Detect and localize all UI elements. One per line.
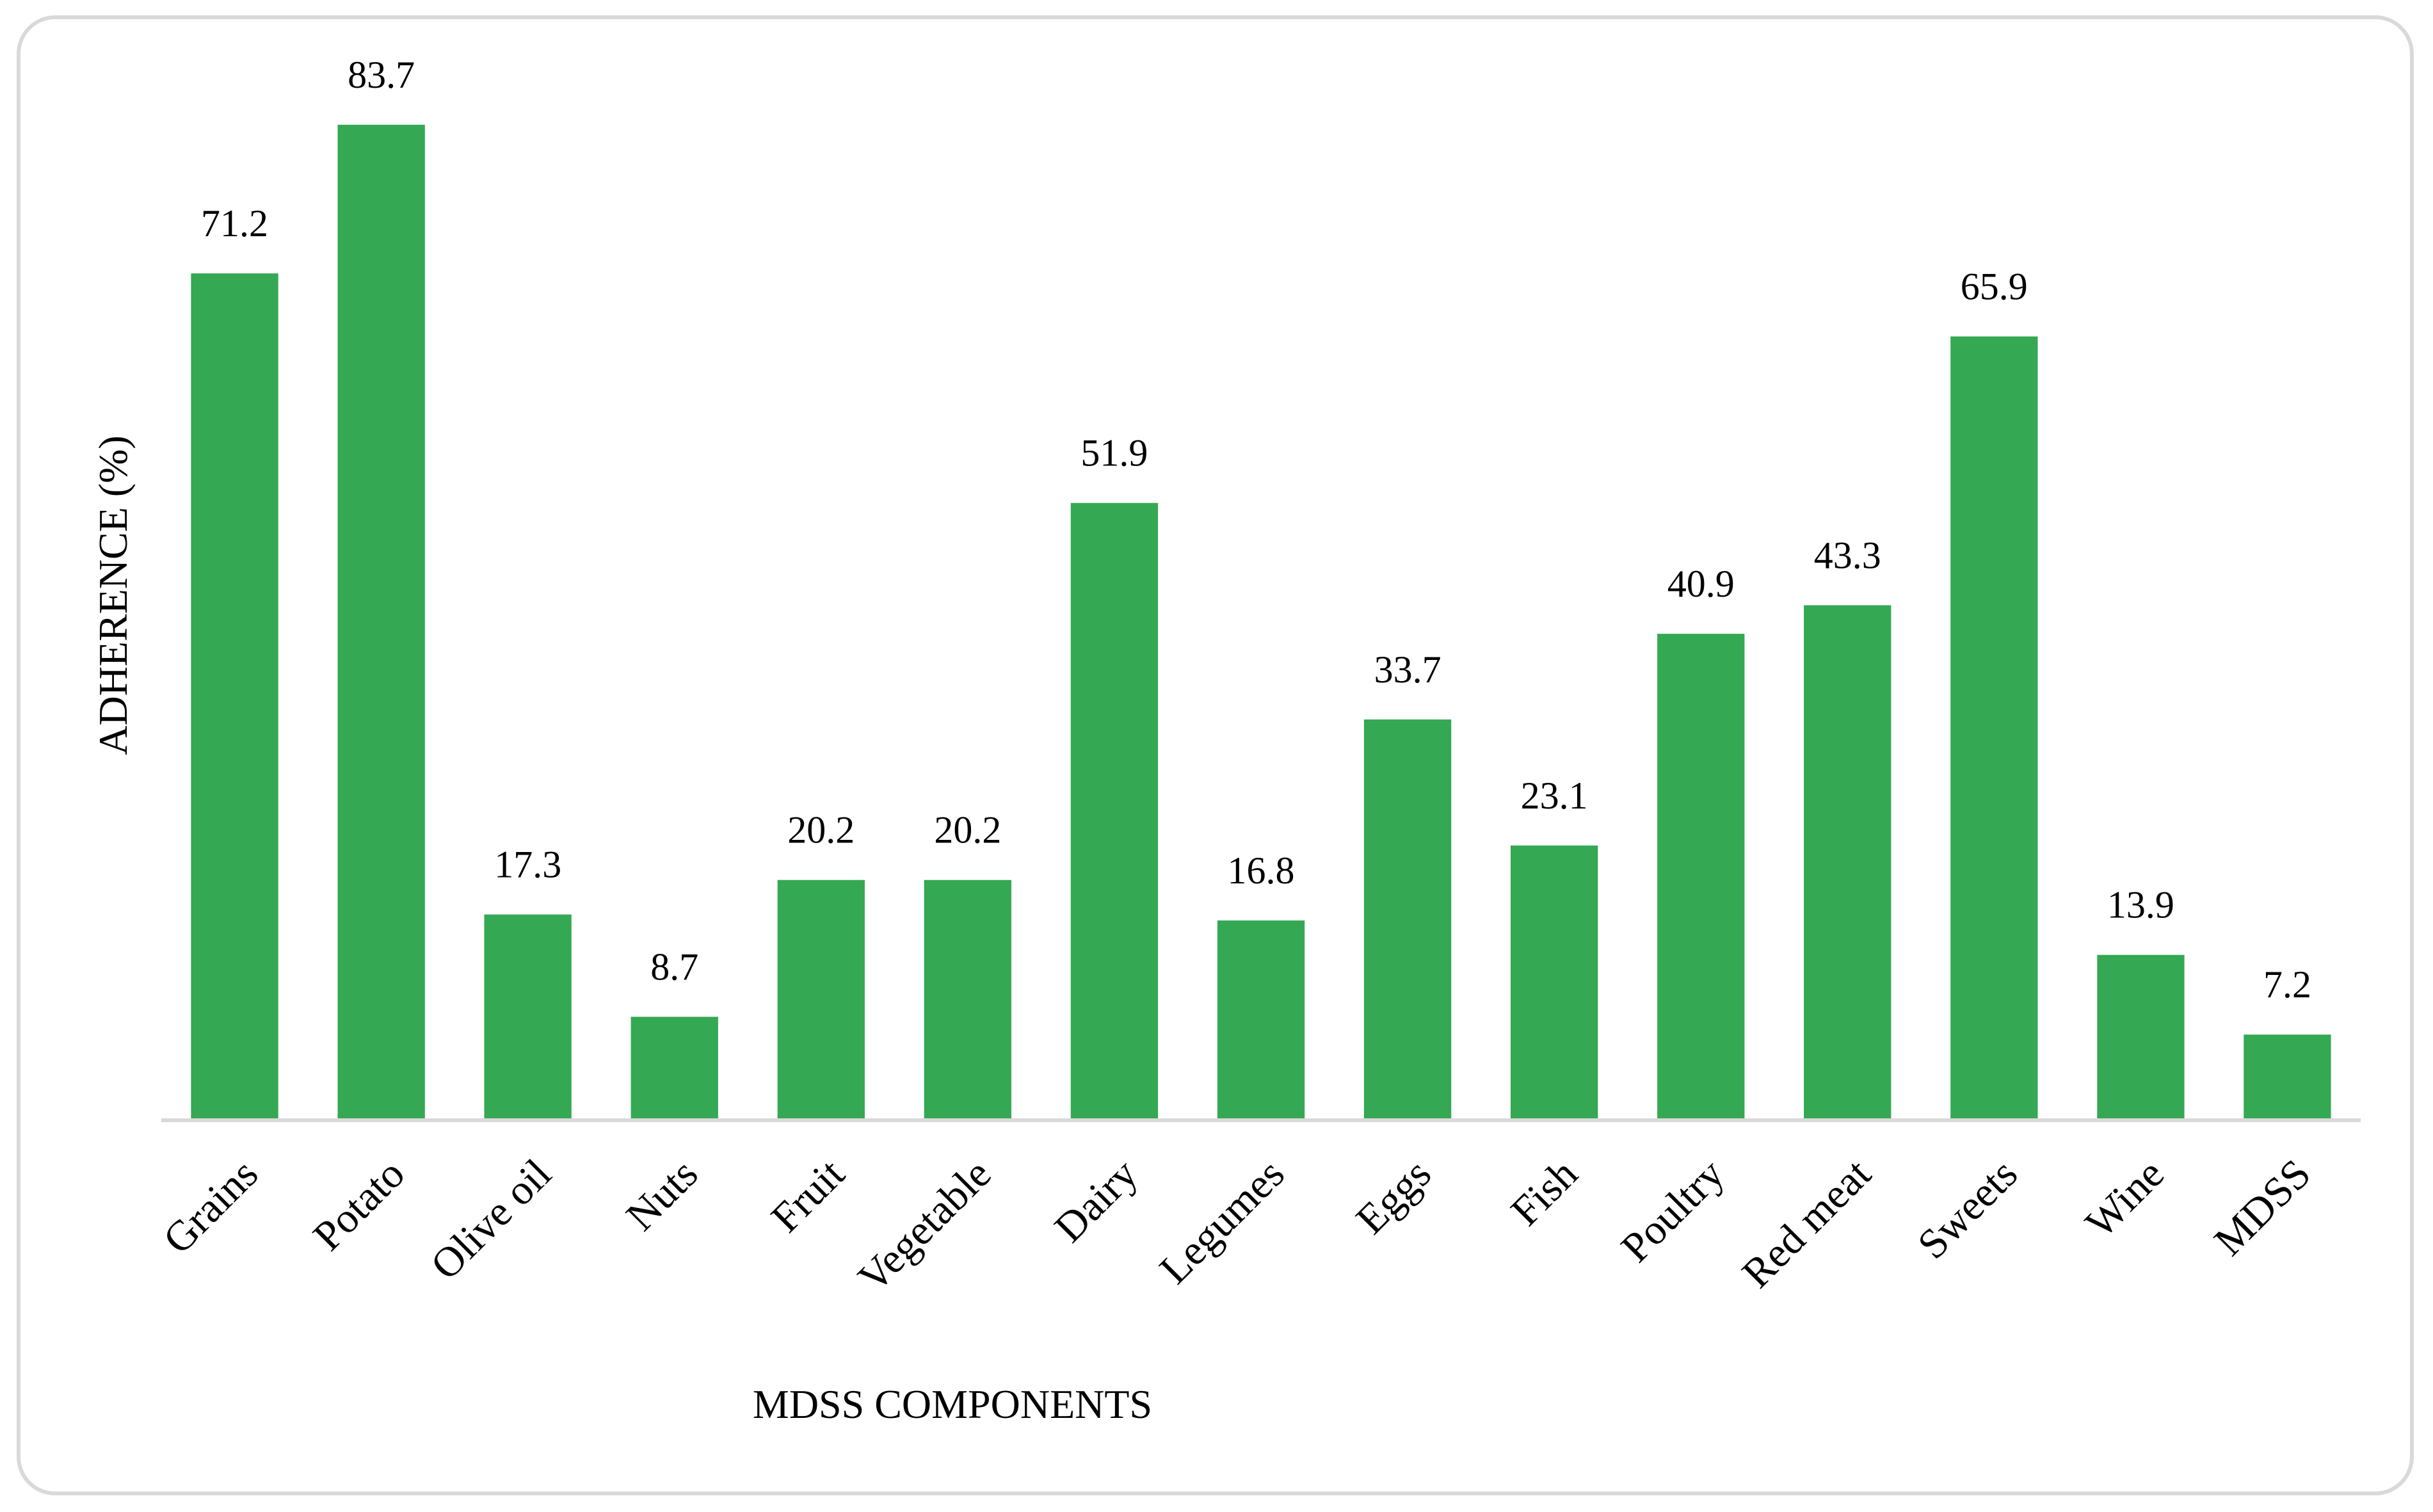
tick-label-fish: Fish [1502, 1150, 1587, 1235]
data-labels-layer: 71.2 83.7 17.3 8.7 20.2 20.2 51.9 16.8 33.7 23.1 4… [201, 54, 2311, 1006]
data-label-wine: 13.9 [2107, 884, 2174, 926]
data-label-fish: 23.1 [1521, 775, 1588, 817]
data-label-sweets: 65.9 [1961, 266, 2028, 308]
tick-label-red-meat: Red meat [1733, 1150, 1880, 1297]
tick-label-eggs: Eggs [1347, 1150, 1440, 1243]
y-axis-title: ADHERENCE (%) [90, 435, 136, 755]
data-label-legumes: 16.8 [1228, 849, 1295, 892]
x-axis-title: MDSS COMPONENTS [753, 1381, 1152, 1427]
tick-label-dairy: Dairy [1046, 1150, 1147, 1251]
data-label-fruit: 20.2 [787, 809, 855, 851]
tick-label-vegetable: Vegetable [849, 1150, 1000, 1301]
data-label-vegetable: 20.2 [934, 809, 1001, 851]
bar-poultry [1657, 634, 1745, 1120]
tick-label-legumes: Legumes [1151, 1150, 1294, 1293]
tick-label-fruit: Fruit [762, 1150, 853, 1241]
bar-olive-oil [484, 914, 572, 1120]
bar-vegetable [924, 880, 1011, 1120]
data-label-dairy: 51.9 [1080, 432, 1148, 474]
data-label-mdss: 7.2 [2263, 963, 2311, 1006]
data-label-potato: 83.7 [348, 54, 415, 96]
tick-label-nuts: Nuts [618, 1150, 707, 1240]
tick-label-olive-oil: Olive oil [422, 1150, 560, 1289]
tick-label-grains: Grains [154, 1150, 267, 1263]
bar-fish [1511, 845, 1598, 1120]
data-label-grains: 71.2 [201, 202, 268, 245]
bar-legumes [1217, 920, 1305, 1120]
bar-wine [2097, 954, 2185, 1120]
bar-grains [191, 273, 278, 1121]
data-label-red-meat: 43.3 [1814, 535, 1881, 577]
bar-red-meat [1804, 605, 1891, 1120]
bar-eggs [1363, 719, 1452, 1120]
tick-label-poultry: Poultry [1612, 1150, 1733, 1271]
tick-label-mdss: MDSS [2205, 1150, 2320, 1265]
bar-fruit [777, 880, 865, 1120]
data-label-olive-oil: 17.3 [494, 844, 561, 886]
bar-dairy [1070, 503, 1159, 1120]
bars-layer [191, 124, 2331, 1121]
data-label-nuts: 8.7 [650, 945, 698, 988]
tick-label-sweets: Sweets [1909, 1150, 2027, 1268]
data-label-poultry: 40.9 [1667, 563, 1735, 605]
tick-label-potato: Potato [304, 1150, 414, 1260]
bar-nuts [630, 1017, 718, 1120]
bar-sweets [1950, 336, 2038, 1120]
bar-mdss [2244, 1034, 2331, 1120]
bar-potato [337, 124, 425, 1120]
data-label-eggs: 33.7 [1374, 648, 1441, 691]
tick-label-wine: Wine [2076, 1150, 2173, 1247]
